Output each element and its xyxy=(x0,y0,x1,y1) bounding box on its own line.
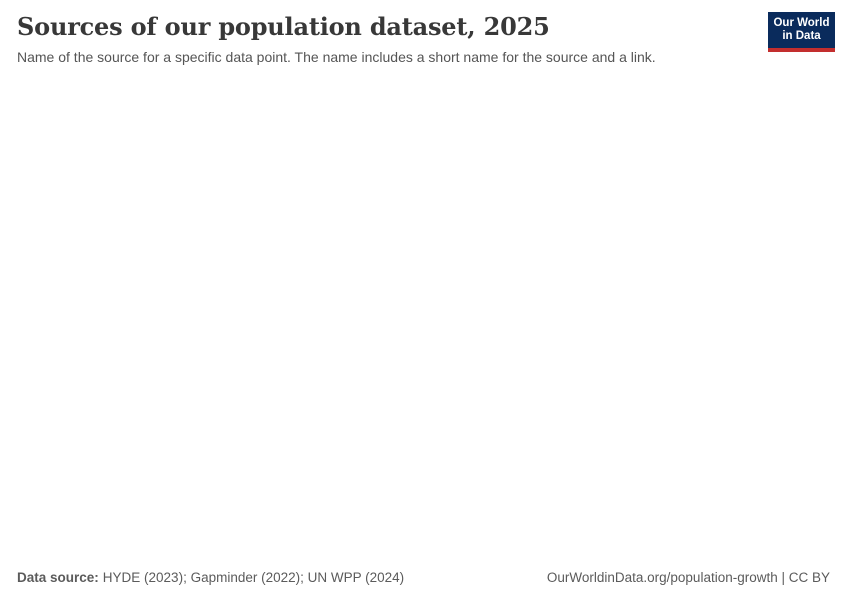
chart-header-text: Sources of our population dataset, 2025 … xyxy=(17,12,656,66)
chart-footer: Data source: HYDE (2023); Gapminder (2022… xyxy=(17,570,830,586)
owid-logo[interactable]: Our World in Data xyxy=(768,12,835,52)
owid-logo-line1: Our World xyxy=(773,17,830,29)
owid-logo-line2: in Data xyxy=(782,30,821,42)
page-title: Sources of our population dataset, 2025 xyxy=(17,12,550,41)
chart-subtitle: Name of the source for a specific data p… xyxy=(17,48,656,65)
attribution-link[interactable]: OurWorldinData.org/population-growth | C… xyxy=(546,569,830,585)
chart-plot-area xyxy=(0,80,850,560)
data-source-label: Data source: xyxy=(17,569,99,585)
data-source-line: Data source: HYDE (2023); Gapminder (2022… xyxy=(17,570,404,586)
data-source-value: HYDE (2023); Gapminder (2022); UN WPP (2… xyxy=(102,569,405,585)
chart-header: Sources of our population dataset, 2025 … xyxy=(0,0,850,66)
